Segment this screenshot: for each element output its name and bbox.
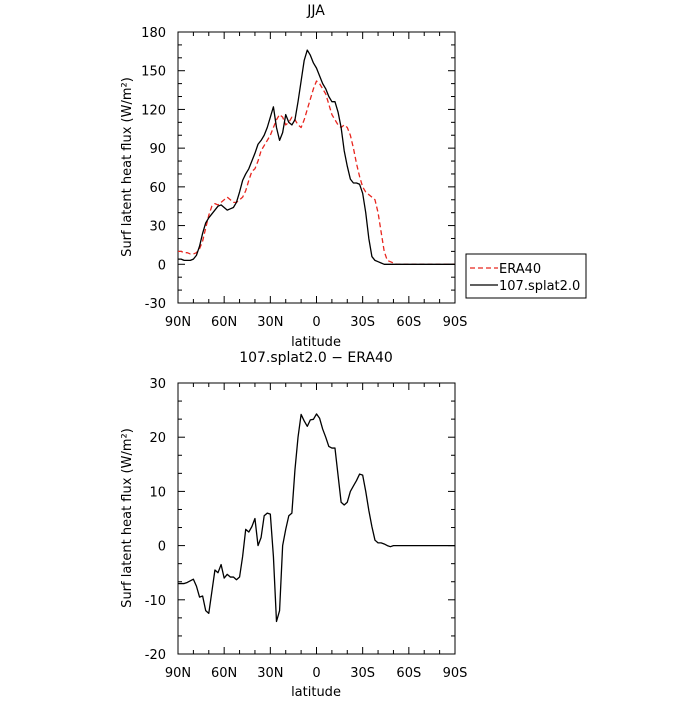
legend-box bbox=[465, 253, 587, 299]
top-ytick-label: 150 bbox=[141, 65, 166, 80]
legend: ERA40 107.splat2.0 bbox=[465, 253, 587, 299]
bottom-xaxis-label: latitude bbox=[291, 685, 341, 700]
bottom-plot-frame bbox=[177, 382, 456, 655]
bottom-chart-title: 107.splat2.0 − ERA40 bbox=[239, 350, 393, 366]
bottom-panel: 107.splat2.0 − ERA40 -20 -10 0 10 20 30 90N 60N… bbox=[120, 350, 467, 700]
top-panel: JJA -30 0 30 60 90 120 150 180 90N 60N 30N 0 30S 60S 9… bbox=[120, 3, 587, 350]
top-ytick-label: 60 bbox=[149, 181, 166, 196]
bottom-ytick-label: 20 bbox=[149, 431, 166, 446]
top-ytick-label: 30 bbox=[149, 220, 166, 235]
bottom-yaxis-label: Surf latent heat flux (W/m²) bbox=[120, 428, 135, 608]
top-xtick-label: 60N bbox=[211, 315, 237, 330]
top-series-line-0 bbox=[178, 80, 455, 265]
top-xtick-label: 60S bbox=[396, 315, 421, 330]
legend-label-era40: ERA40 bbox=[499, 262, 541, 277]
bottom-xtick-label: 90N bbox=[165, 666, 191, 681]
bottom-ytick-label: 30 bbox=[149, 377, 166, 392]
top-plot-frame bbox=[177, 31, 456, 304]
bottom-ytick-label: 10 bbox=[149, 485, 166, 500]
top-xaxis-label: latitude bbox=[291, 335, 341, 350]
bottom-ytick-label: -10 bbox=[145, 594, 166, 609]
bottom-xtick-label: 60S bbox=[396, 666, 421, 681]
bottom-xtick-label: 30S bbox=[350, 666, 375, 681]
bottom-ytick-label: -20 bbox=[145, 648, 166, 663]
top-series-line-1 bbox=[178, 49, 455, 265]
top-xtick-label: 90N bbox=[165, 315, 191, 330]
top-yaxis-label: Surf latent heat flux (W/m²) bbox=[120, 77, 135, 257]
top-chart-title: JJA bbox=[306, 3, 325, 19]
top-ytick-label: 180 bbox=[141, 26, 166, 41]
top-xtick-label: 30N bbox=[257, 315, 283, 330]
bottom-xtick-label: 90S bbox=[443, 666, 468, 681]
bottom-ytick-label: 0 bbox=[158, 540, 166, 555]
bottom-xtick-label: 30N bbox=[257, 666, 283, 681]
top-ytick-label: 120 bbox=[141, 103, 166, 118]
top-ytick-label: 0 bbox=[158, 258, 166, 273]
top-xtick-label: 0 bbox=[312, 315, 320, 330]
top-xtick-label: 30S bbox=[350, 315, 375, 330]
top-ytick-label: -30 bbox=[145, 297, 166, 312]
bottom-ticks: -20 -10 0 10 20 30 90N 60N 30N 0 30S 60S 90S bbox=[145, 377, 468, 681]
bottom-xtick-label: 60N bbox=[211, 666, 237, 681]
top-ticks: -30 0 30 60 90 120 150 180 90N 60N 30N 0 30S 60S 90S bbox=[141, 26, 467, 330]
bottom-series bbox=[178, 413, 455, 623]
bottom-series-line-0 bbox=[178, 413, 455, 623]
top-series bbox=[178, 49, 455, 265]
legend-label-splat: 107.splat2.0 bbox=[499, 279, 580, 294]
top-ytick-label: 90 bbox=[149, 142, 166, 157]
bottom-xtick-label: 0 bbox=[312, 666, 320, 681]
top-xtick-label: 90S bbox=[443, 315, 468, 330]
